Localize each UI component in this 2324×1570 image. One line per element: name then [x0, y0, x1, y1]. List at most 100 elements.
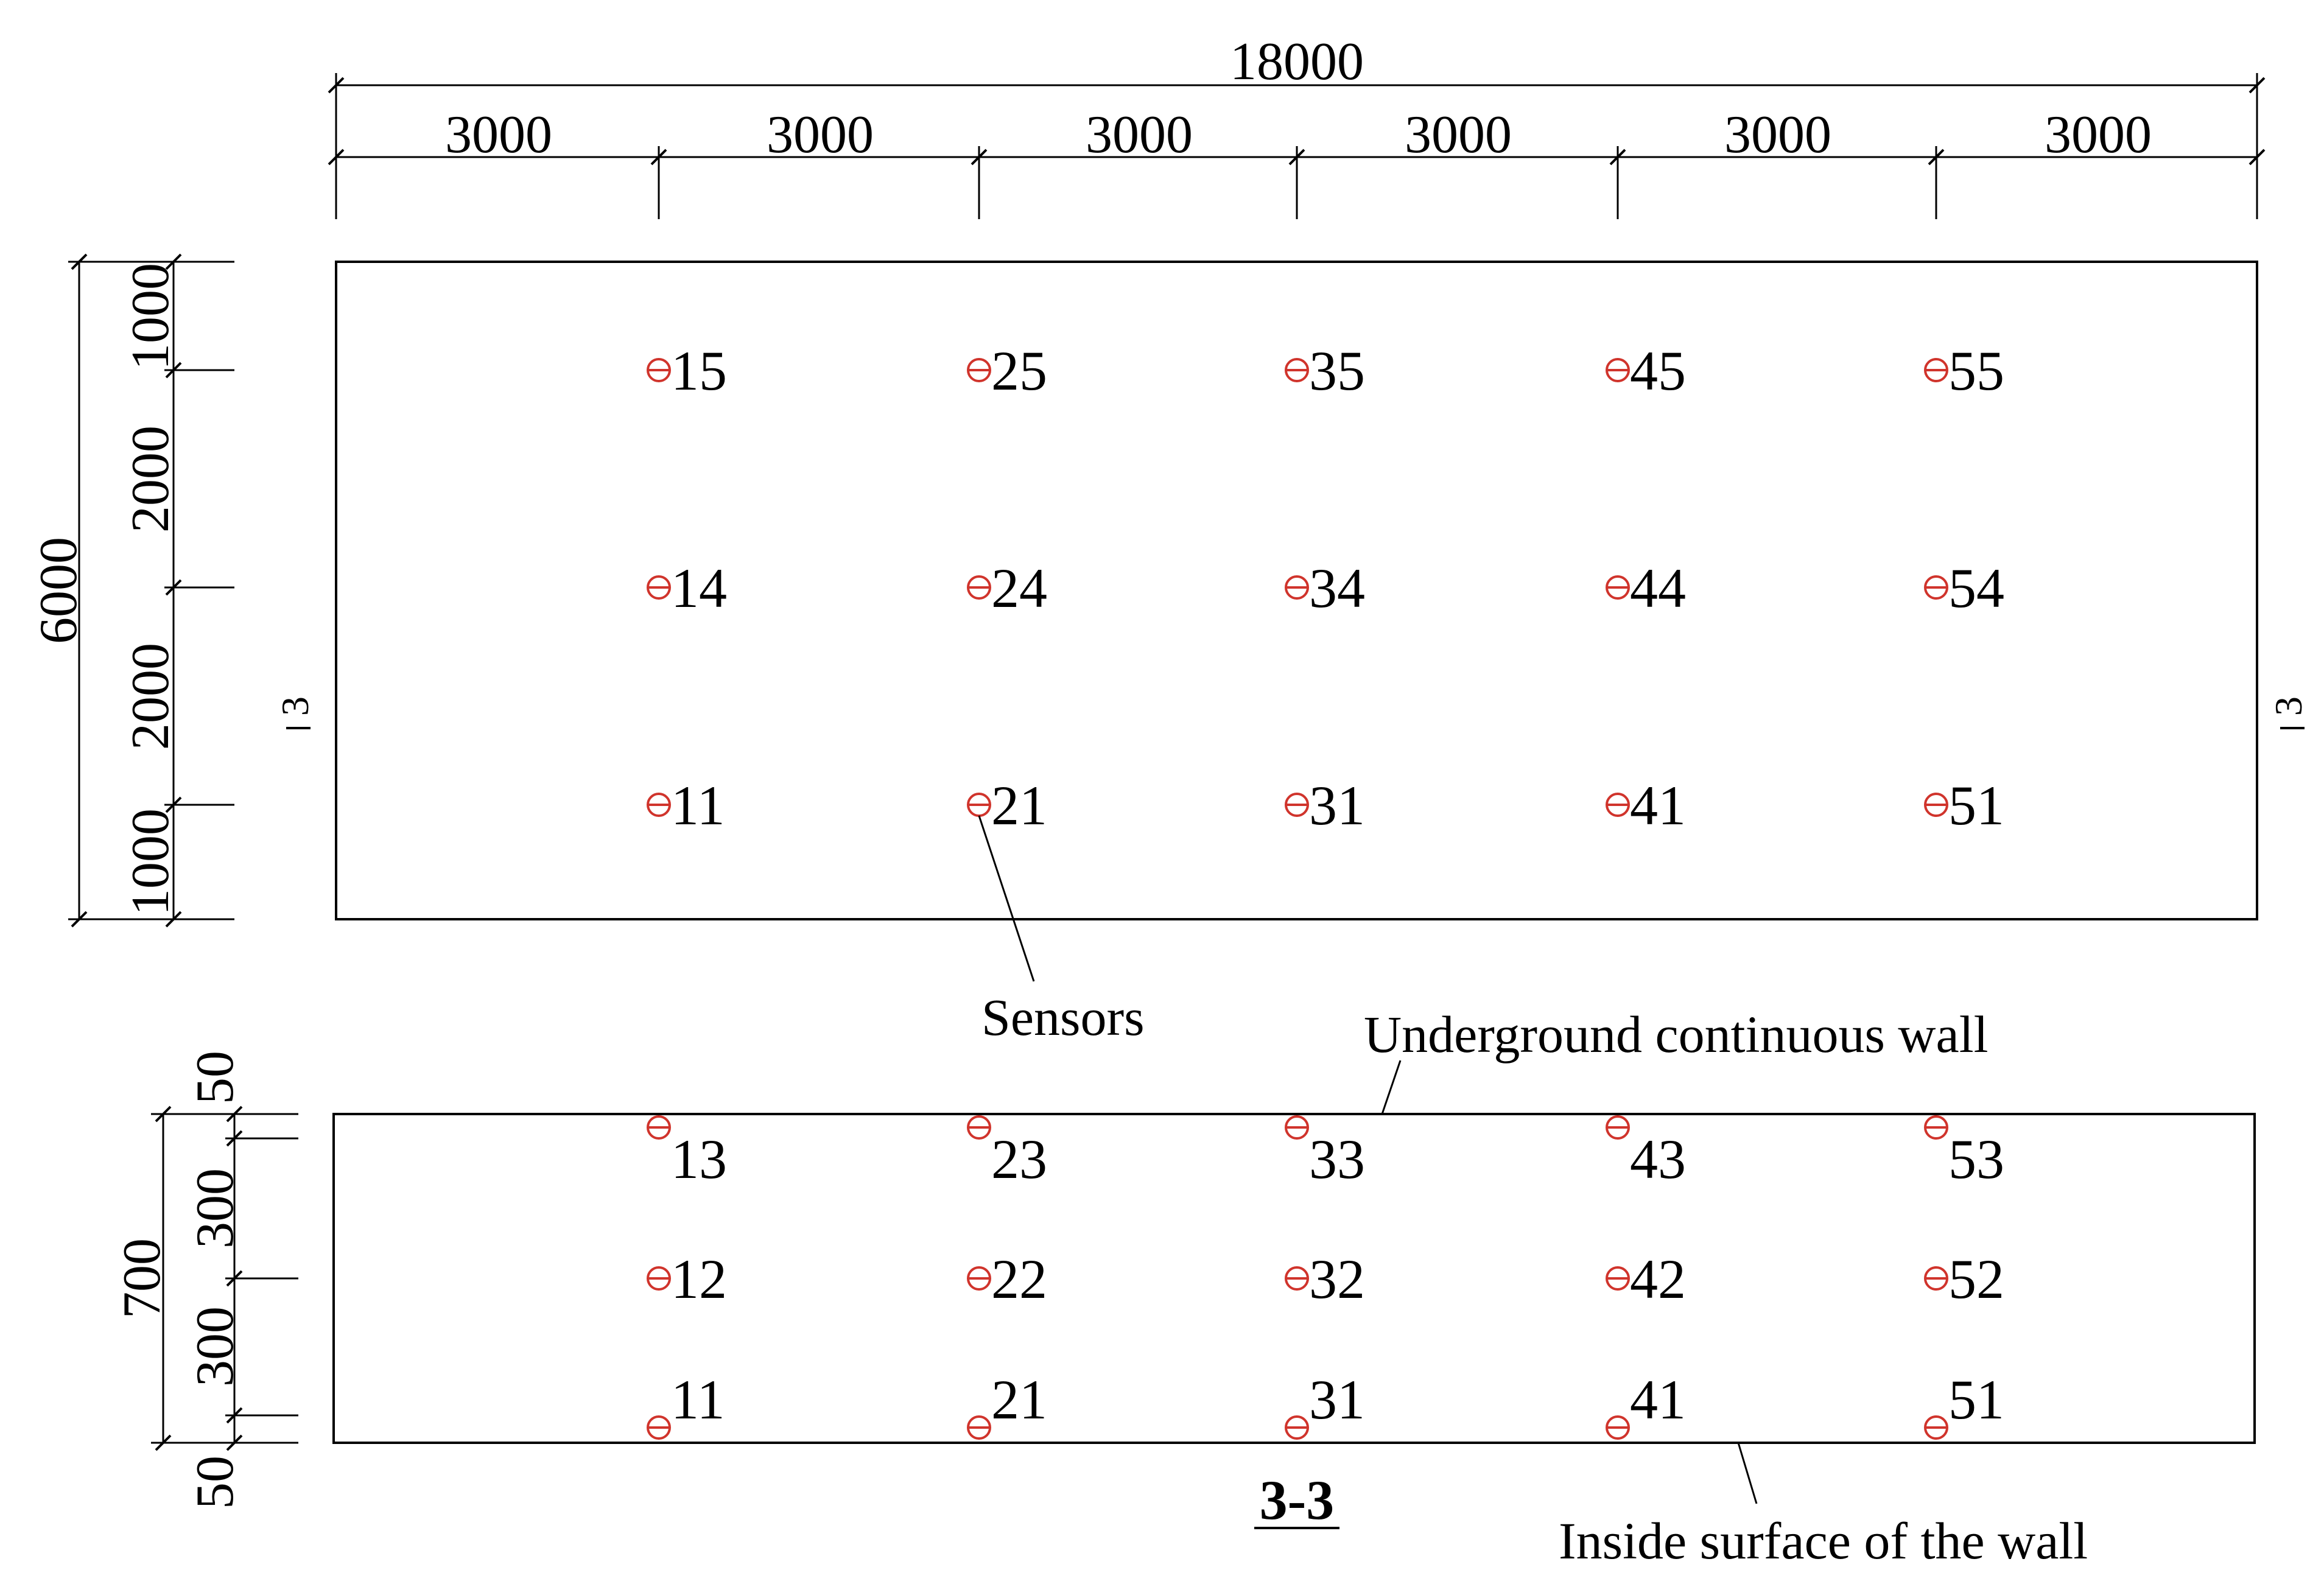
sensor-45: 45	[1606, 340, 1686, 402]
svg-text:31: 31	[1309, 1368, 1365, 1431]
sensor-43: 43	[1606, 1115, 1686, 1190]
sensors-leader-line	[978, 815, 1035, 982]
plan-sensor-row-bot: 11 21 31 41 51	[647, 774, 2004, 836]
section-seg-label-4: 50	[186, 1456, 245, 1509]
sensor-23: 23	[967, 1115, 1047, 1190]
sensor-25: 25	[967, 340, 1047, 402]
svg-text:13: 13	[671, 1128, 727, 1190]
plan-sensor-row-mid: 14 24 34 44 54	[647, 557, 2004, 619]
sensor-52: 52	[1924, 1248, 2004, 1310]
span-label-2: 3000	[767, 105, 874, 164]
span-label-5: 3000	[1724, 105, 1831, 164]
plan-outline	[335, 261, 2258, 920]
section-dimension-chain: 700 50 300 300 50	[113, 1051, 298, 1509]
wall-label: Underground continuous wall	[1364, 1005, 1989, 1064]
sensor-51: 51	[1924, 774, 2004, 836]
svg-text:22: 22	[991, 1248, 1047, 1310]
svg-text:15: 15	[671, 340, 727, 402]
span-label-4: 3000	[1405, 105, 1512, 164]
sensor-32: 32	[1285, 1248, 1365, 1310]
sensor-15: 15	[647, 340, 727, 402]
section-thickness-label: 700	[113, 1238, 172, 1319]
svg-text:54: 54	[1948, 557, 2004, 619]
section-seg-label-1: 50	[186, 1051, 245, 1104]
section-sensor-row-bot: 11 21 31 41 51	[647, 1368, 2004, 1440]
sensor-35: 35	[1285, 340, 1365, 402]
section-mark-right: 3	[2267, 696, 2310, 729]
span-label-3: 3000	[1086, 105, 1193, 164]
total-length-label: 18000	[1230, 32, 1364, 91]
section-title: 3-3	[1260, 1469, 1335, 1531]
plan-seg-label-2: 2000	[121, 426, 180, 533]
svg-text:12: 12	[671, 1248, 727, 1310]
sensor-41: 41	[1606, 774, 1686, 836]
svg-text:21: 21	[991, 774, 1047, 836]
sensor-21: 21	[967, 774, 1047, 836]
section-seg-label-3: 300	[186, 1306, 245, 1387]
wall-leader-line	[1381, 1060, 1402, 1115]
plan-width-label: 6000	[29, 537, 88, 644]
sensor-55: 55	[1924, 340, 2004, 402]
svg-text:41: 41	[1630, 1368, 1686, 1431]
svg-text:21: 21	[991, 1368, 1047, 1431]
svg-text:25: 25	[991, 340, 1047, 402]
svg-text:43: 43	[1630, 1128, 1686, 1190]
inside-surface-leader-line	[1737, 1442, 1758, 1504]
sensor-31: 31	[1285, 774, 1365, 836]
sensor-24: 24	[967, 557, 1047, 619]
svg-text:34: 34	[1309, 557, 1365, 619]
plan-seg-label-3: 2000	[121, 643, 180, 750]
sensor-31-section: 31	[1285, 1368, 1365, 1440]
svg-text:41: 41	[1630, 774, 1686, 836]
plan-sensor-row-top: 15 25 35 45 55	[647, 340, 2004, 402]
sensors-label: Sensors	[981, 988, 1145, 1046]
sensor-22: 22	[967, 1248, 1047, 1310]
svg-text:31: 31	[1309, 774, 1365, 836]
section-seg-label-2: 300	[186, 1168, 245, 1249]
sensor-14: 14	[647, 557, 727, 619]
sensor-44: 44	[1606, 557, 1686, 619]
svg-text:42: 42	[1630, 1248, 1686, 1310]
svg-text:53: 53	[1948, 1128, 2004, 1190]
inside-surface-label: Inside surface of the wall	[1559, 1512, 2088, 1570]
sensor-41-section: 41	[1606, 1368, 1686, 1440]
left-dimension-chain: 6000 1000 2000 2000 1000	[29, 253, 234, 928]
svg-text:14: 14	[671, 557, 727, 619]
sensor-11: 11	[647, 774, 725, 836]
svg-text:3: 3	[273, 696, 317, 716]
sensor-53: 53	[1924, 1115, 2004, 1190]
svg-text:52: 52	[1948, 1248, 2004, 1310]
svg-text:24: 24	[991, 557, 1047, 619]
sensor-54: 54	[1924, 557, 2004, 619]
svg-text:11: 11	[671, 774, 725, 836]
sensor-34: 34	[1285, 557, 1365, 619]
section-sensor-row-top: 13 23 33 43 53	[647, 1115, 2004, 1190]
plan-seg-label-4: 1000	[121, 808, 180, 916]
section-mark-left: 3	[273, 696, 317, 729]
sensor-42: 42	[1606, 1248, 1686, 1310]
svg-text:11: 11	[671, 1368, 725, 1431]
svg-text:33: 33	[1309, 1128, 1365, 1190]
svg-text:44: 44	[1630, 557, 1686, 619]
sensor-11-section: 11	[647, 1368, 725, 1440]
span-label-6: 3000	[2045, 105, 2152, 164]
svg-text:23: 23	[991, 1128, 1047, 1190]
top-dimension-chain: 18000 3000 3000 3000 3000 3000 3000	[328, 32, 2266, 219]
svg-text:35: 35	[1309, 340, 1365, 402]
svg-text:45: 45	[1630, 340, 1686, 402]
svg-text:55: 55	[1948, 340, 2004, 402]
section-sensor-row-mid: 12 22 32 42 52	[647, 1248, 2004, 1310]
sensor-51-section: 51	[1924, 1368, 2004, 1440]
sensor-33: 33	[1285, 1115, 1365, 1190]
sensor-21-section: 21	[967, 1368, 1047, 1440]
svg-text:51: 51	[1948, 1368, 2004, 1431]
svg-text:32: 32	[1309, 1248, 1365, 1310]
plan-seg-label-1: 1000	[121, 263, 180, 370]
sensor-12: 12	[647, 1248, 727, 1310]
svg-text:3: 3	[2267, 696, 2310, 716]
sensor-13: 13	[647, 1115, 727, 1190]
section-outline	[332, 1113, 2256, 1444]
svg-text:51: 51	[1948, 774, 2004, 836]
span-label-1: 3000	[445, 105, 552, 164]
